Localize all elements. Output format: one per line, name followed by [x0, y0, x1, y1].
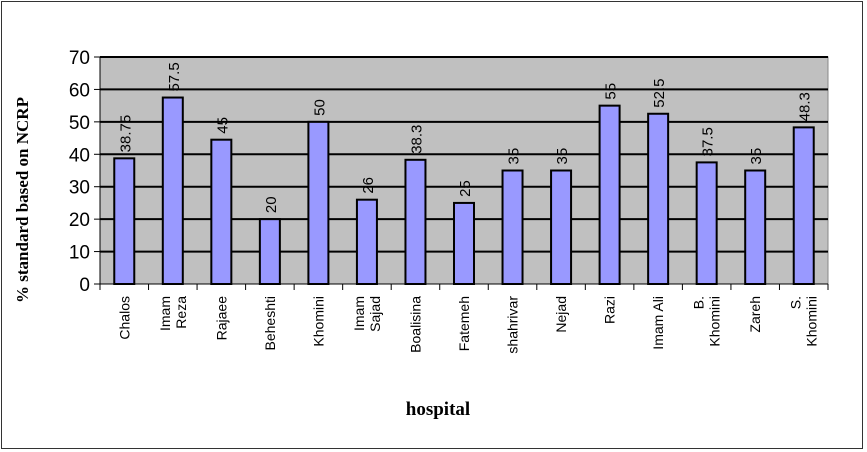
bar	[744, 169, 767, 285]
data-label: 26	[360, 177, 377, 194]
x-tick-label: Khomini	[707, 296, 723, 347]
bar	[210, 138, 233, 285]
x-tick-label: Razi	[602, 296, 618, 324]
y-tick-label: 20	[69, 210, 90, 231]
bar	[404, 158, 427, 285]
bar	[355, 198, 378, 285]
bar	[550, 169, 573, 285]
bar	[501, 169, 524, 285]
bar	[598, 104, 621, 286]
bar	[161, 96, 184, 285]
x-tick-label: S.	[788, 296, 804, 309]
data-label: 20	[263, 196, 280, 213]
x-tick-label: Nejad	[553, 296, 569, 333]
data-label: 38.3	[408, 125, 425, 154]
data-label: 35	[554, 148, 571, 165]
data-label: 55	[603, 83, 620, 100]
data-label: 35	[506, 148, 523, 165]
y-axis-label: % standard based on NCRP	[13, 97, 32, 303]
data-label: 37.5	[700, 127, 717, 156]
bar	[113, 157, 136, 285]
bar	[453, 201, 475, 285]
y-tick-label: 50	[69, 113, 90, 134]
data-label: 35	[748, 148, 765, 165]
x-tick-label: Boalisina	[407, 296, 423, 353]
y-tick-label: 10	[69, 243, 90, 264]
data-label: 50	[311, 99, 328, 116]
bar	[258, 218, 281, 285]
x-tick-label: shahrivar	[505, 296, 521, 354]
x-tick-label: Fatemeh	[456, 296, 472, 351]
x-tick-label: Rajaee	[213, 296, 229, 341]
x-tick-label: Beheshti	[262, 296, 278, 350]
x-tick-label: Khomini	[310, 296, 326, 347]
data-label: 57.5	[166, 62, 183, 91]
y-tick-label: 60	[69, 80, 90, 101]
x-tick-label: Chalos	[116, 296, 132, 340]
data-label: 52.5	[651, 79, 668, 108]
x-tick-label: Zareh	[747, 296, 763, 333]
y-tick-label: 0	[79, 275, 90, 296]
data-label: 25	[457, 180, 474, 197]
data-label: 45	[214, 117, 231, 134]
y-tick-label: 30	[69, 178, 90, 199]
x-tick-label: Reza	[173, 296, 189, 329]
x-tick-label: B.	[691, 296, 707, 309]
x-tick-label: Imam Ali	[650, 296, 666, 350]
x-tick-label: Khomini	[804, 296, 820, 347]
bar	[792, 126, 815, 286]
x-tick-label: Imam	[157, 296, 173, 331]
bar	[695, 161, 718, 285]
y-tick-label: 40	[69, 145, 90, 166]
y-tick-label: 70	[69, 48, 90, 69]
bar	[307, 120, 330, 285]
x-axis-label: hospital	[406, 399, 470, 420]
bar	[647, 112, 670, 285]
data-label: 48.3	[797, 92, 814, 121]
data-label: 38.75	[117, 115, 134, 153]
x-tick-label: Sajad	[367, 296, 383, 332]
x-tick-label: Imam	[351, 296, 367, 331]
